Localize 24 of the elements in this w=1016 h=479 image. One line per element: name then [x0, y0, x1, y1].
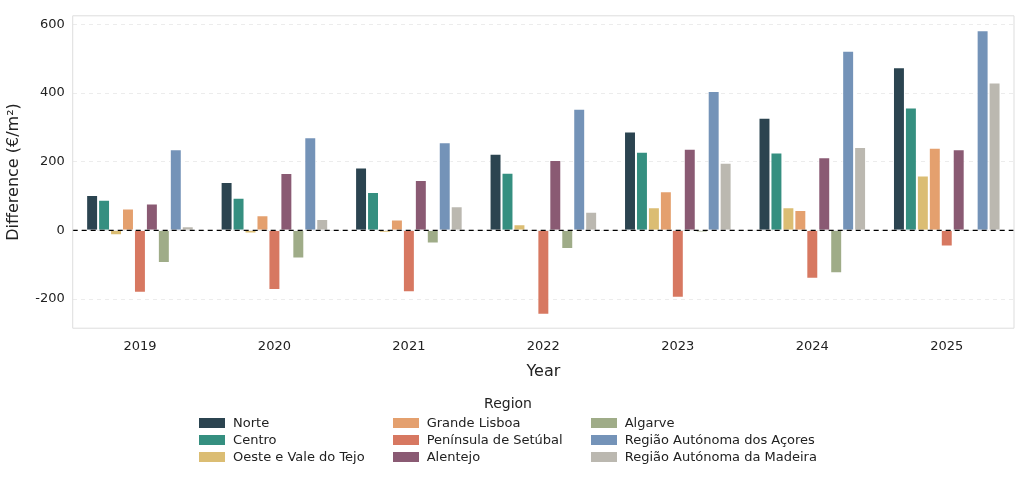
- x-tick-label: 2021: [392, 338, 426, 354]
- y-tick-label: 400: [39, 84, 65, 100]
- y-tick-label: 600: [39, 15, 65, 31]
- legend-label: Algarve: [624, 415, 675, 430]
- y-tick-label: 0: [56, 221, 65, 237]
- legend-label: Oeste e Vale do Tejo: [233, 449, 365, 464]
- legend-label: Região Autónoma da Madeira: [624, 449, 817, 464]
- x-tick-label: 2019: [123, 338, 157, 354]
- legend-label: Norte: [233, 415, 270, 430]
- legend-label: Centro: [233, 432, 277, 447]
- legend-label: Península de Setúbal: [426, 432, 563, 447]
- y-axis-title: Difference (€/m²): [2, 103, 22, 241]
- x-tick-label: 2023: [661, 338, 695, 354]
- y-tick-label: 200: [39, 153, 65, 169]
- x-axis-title: Year: [525, 360, 561, 380]
- legend-label: Grande Lisboa: [426, 415, 521, 430]
- x-tick-label: 2020: [257, 338, 291, 354]
- x-tick-label: 2024: [795, 338, 829, 354]
- legend-label: Região Autónoma dos Açores: [624, 432, 815, 447]
- y-tick-label: -200: [35, 290, 65, 306]
- legend-title: Region: [483, 395, 533, 411]
- x-tick-label: 2022: [526, 338, 560, 354]
- x-tick-label: 2025: [930, 338, 964, 354]
- legend-label: Alentejo: [426, 449, 481, 464]
